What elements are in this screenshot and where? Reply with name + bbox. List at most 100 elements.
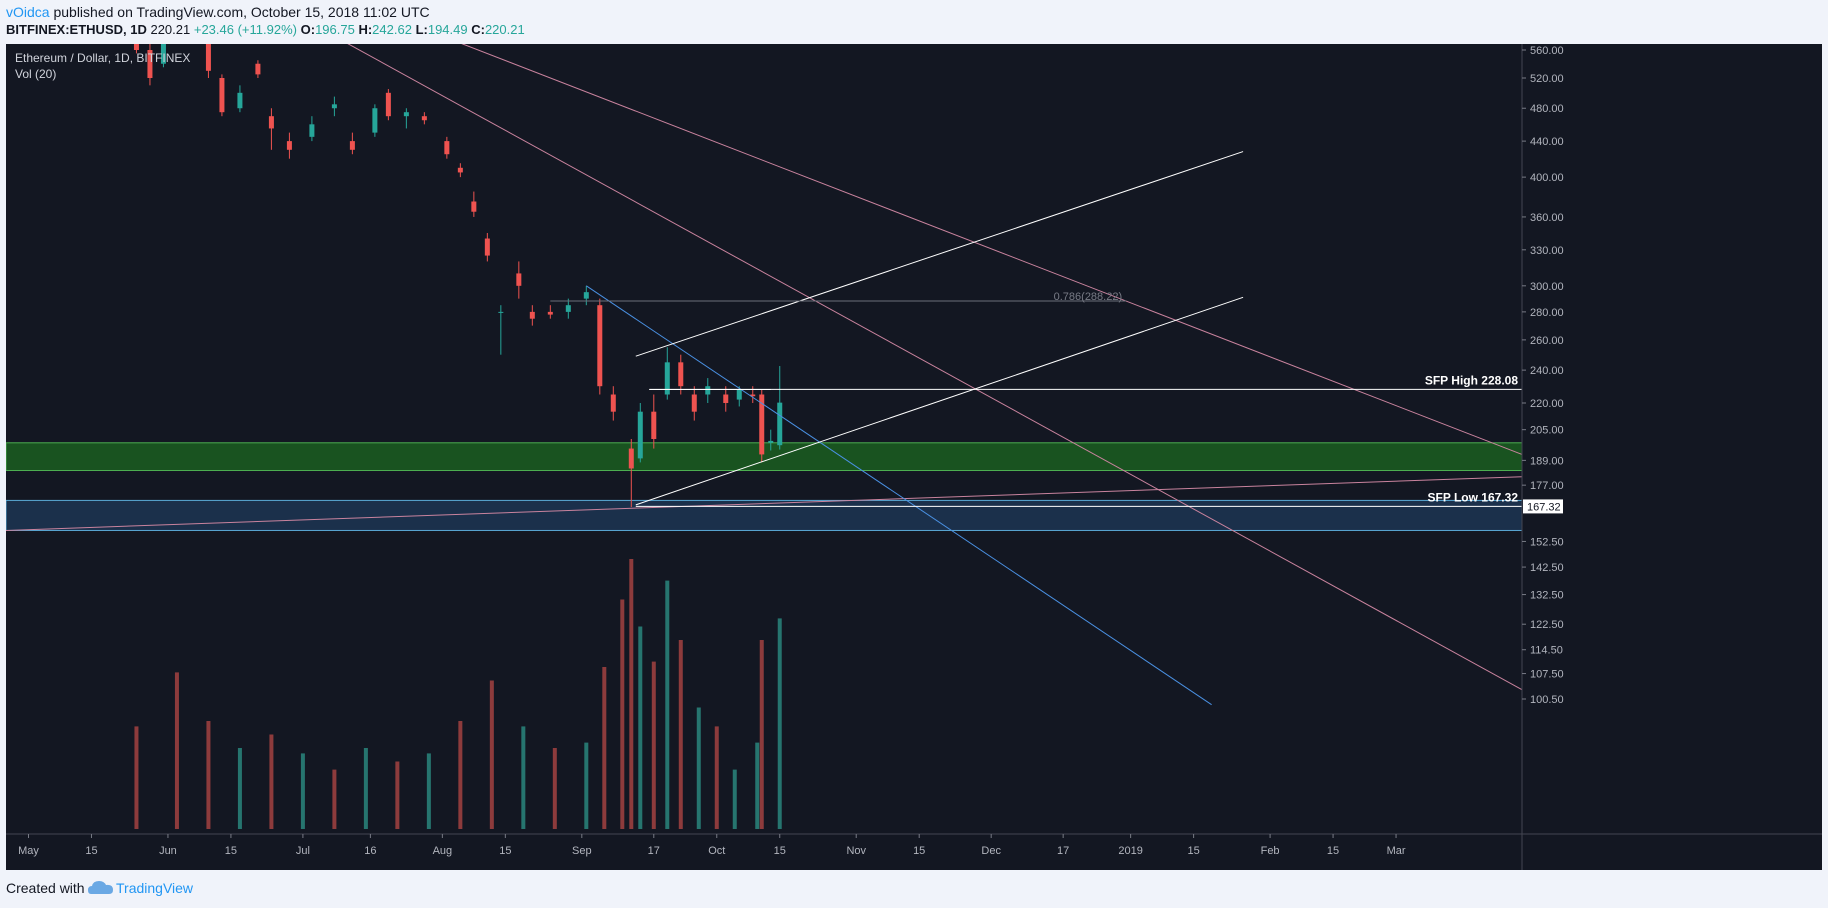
- time-tick-label: Jun: [159, 845, 177, 857]
- volume-bar: [458, 721, 463, 829]
- price-tag-label: 167.32: [1527, 501, 1561, 513]
- candle: [372, 108, 378, 133]
- volume-bar: [777, 618, 782, 829]
- low-value: 194.49: [427, 22, 468, 37]
- candle: [768, 440, 774, 443]
- candle: [471, 201, 477, 212]
- candle: [750, 394, 756, 397]
- high-value: 242.62: [372, 22, 412, 37]
- time-tick-label: Sep: [572, 845, 592, 857]
- candle: [597, 305, 603, 387]
- candle: [268, 116, 274, 129]
- price-tick-label: 300.00: [1530, 281, 1564, 293]
- volume-bar: [395, 761, 400, 829]
- volume-bar: [620, 599, 625, 829]
- price-tick-label: 260.00: [1530, 335, 1564, 347]
- time-tick-label: May: [18, 845, 39, 857]
- volume-bar: [552, 748, 557, 829]
- candle: [723, 394, 729, 403]
- price-tick-label: 220.00: [1530, 398, 1564, 410]
- close-value: 220.21: [484, 22, 525, 37]
- sfp-low-label: SFP Low 167.32: [1428, 490, 1519, 504]
- price-tick-label: 330.00: [1530, 245, 1564, 257]
- price-tick-label: 480.00: [1530, 103, 1564, 115]
- price-axis-background: [1522, 44, 1822, 870]
- lines-layer: [6, 44, 1523, 706]
- time-tick-label: 15: [913, 845, 925, 857]
- volume-bar: [602, 667, 607, 829]
- price-tick-label: 560.00: [1530, 45, 1564, 57]
- candle: [529, 311, 535, 319]
- pink-upper-line: [461, 44, 1523, 455]
- white-channel-lower-line: [635, 296, 1244, 506]
- volume-bar: [363, 748, 368, 829]
- volume-bar: [732, 769, 737, 829]
- chart-title: Ethereum / Dollar, 1D, BITFINEX: [15, 51, 190, 65]
- price-tick-label: 107.50: [1530, 669, 1564, 681]
- price-tick-label: 142.50: [1530, 562, 1564, 574]
- candle: [565, 305, 571, 312]
- candle: [759, 394, 765, 455]
- sfp-high-label: SFP High 228.08: [1425, 373, 1518, 387]
- time-tick-label: Feb: [1261, 845, 1280, 857]
- price-tick-label: 100.50: [1530, 694, 1564, 706]
- time-axis[interactable]: May 15 Jun 15 Jul 16 Aug 15 Sep 17 Oct 15 Nov 15 Dec 17…: [6, 833, 1822, 857]
- price-axis[interactable]: 560.00 520.00 480.00 440.00 400.00 360.00 330.…: [1521, 44, 1822, 870]
- blue-zone: [6, 499, 1523, 531]
- volume-layer: [134, 559, 782, 829]
- price-tick-label: 440.00: [1530, 136, 1564, 148]
- candle: [610, 394, 616, 412]
- volume-bar: [714, 726, 719, 829]
- volume-bar: [174, 672, 179, 829]
- volume-bar: [237, 748, 242, 829]
- candle: [331, 104, 337, 109]
- candle: [664, 362, 670, 395]
- pink-middle-line: [347, 44, 1523, 691]
- volume-indicator-label: Vol (20): [15, 67, 56, 81]
- candle: [219, 77, 225, 113]
- candle: [547, 311, 553, 315]
- volume-bar: [651, 661, 656, 829]
- candle: [691, 394, 697, 412]
- candle: [286, 141, 292, 150]
- candle: [147, 50, 153, 78]
- volume-bar: [678, 640, 683, 829]
- price-chart[interactable]: 0.786(288.22) SFP High 228.08 SFP Low 167.…: [6, 44, 1822, 870]
- price-tick-label: 132.50: [1530, 590, 1564, 602]
- volume-bar: [755, 742, 760, 829]
- candles-layer: [133, 44, 783, 508]
- price-tick-label: 177.00: [1530, 480, 1564, 492]
- close-label: C:: [471, 22, 485, 37]
- price-tag: [1523, 499, 1563, 514]
- time-tick-label: 17: [648, 845, 660, 857]
- price-tick-label: 114.50: [1530, 645, 1563, 657]
- volume-bar: [696, 707, 701, 829]
- author-link[interactable]: vOidca: [6, 4, 50, 20]
- candle: [385, 92, 391, 117]
- candle: [651, 411, 657, 440]
- volume-bar: [134, 726, 139, 829]
- candle: [403, 112, 409, 117]
- candle: [484, 238, 490, 256]
- volume-bar: [638, 626, 643, 829]
- price-tick-label: 280.00: [1530, 307, 1564, 319]
- candle: [457, 167, 463, 173]
- symbol-label: BITFINEX:ETHUSD, 1D: [6, 22, 147, 37]
- candle: [309, 124, 315, 137]
- volume-bar: [629, 559, 634, 829]
- time-tick-label: 17: [1057, 845, 1069, 857]
- tradingview-link[interactable]: TradingView: [116, 880, 194, 896]
- time-tick-label: 15: [1187, 845, 1199, 857]
- time-tick-label: Mar: [1387, 845, 1406, 857]
- labels-layer: 0.786(288.22) SFP High 228.08 SFP Low 167.…: [1054, 291, 1519, 504]
- candle: [628, 448, 634, 469]
- price-tick-label: 240.00: [1530, 365, 1564, 377]
- white-channel-upper-line: [635, 151, 1244, 357]
- ohlc-line: BITFINEX:ETHUSD, 1D 220.21 +23.46 (+11.9…: [6, 22, 525, 37]
- candle: [583, 292, 589, 299]
- published-text: published on TradingView.com, October 15…: [49, 4, 430, 20]
- time-tick-label: Aug: [433, 845, 453, 857]
- volume-bar: [489, 680, 494, 829]
- time-tick-label: 15: [225, 845, 237, 857]
- time-tick-label: 2019: [1118, 845, 1142, 857]
